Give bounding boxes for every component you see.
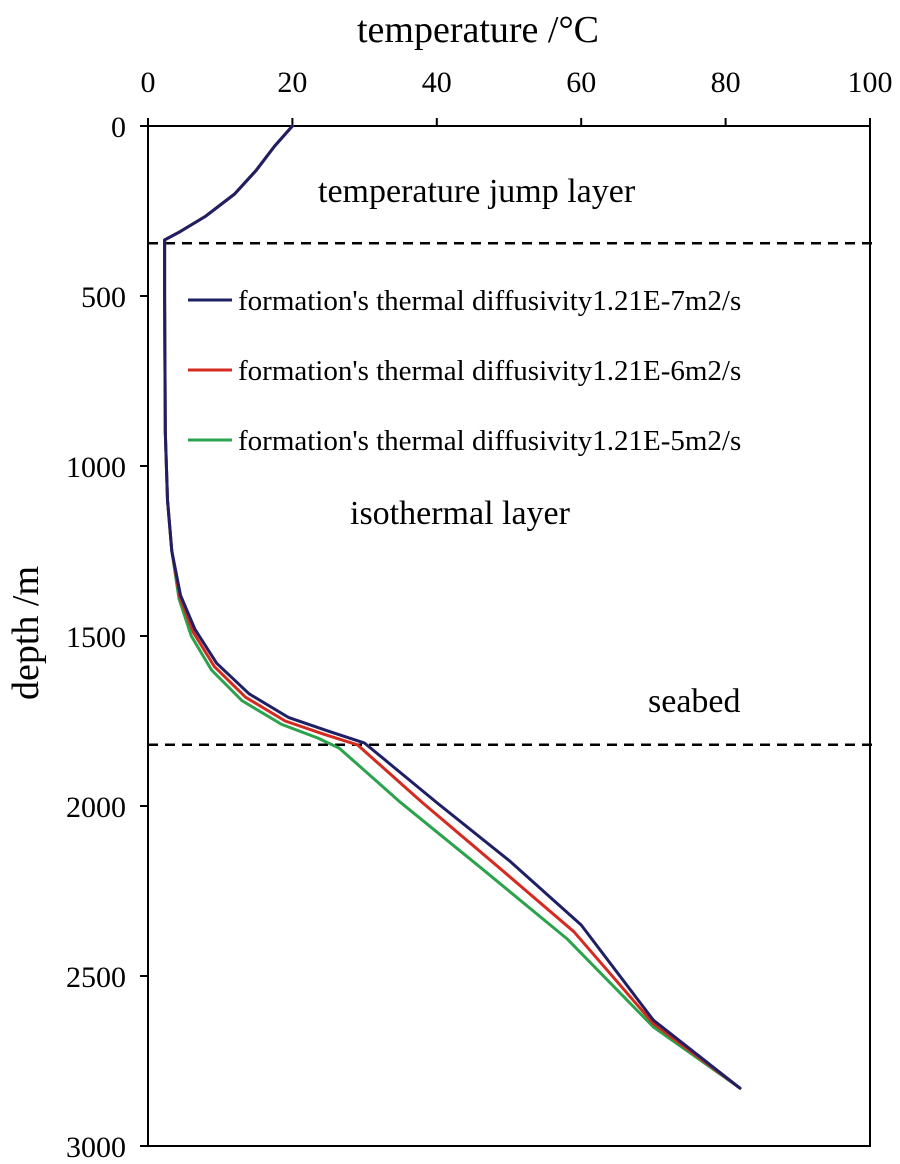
series-line-3 — [163, 124, 742, 1090]
y-tick-label: 500 — [81, 281, 126, 314]
seabed-label: seabed — [648, 683, 741, 720]
legend-label-series-1: formation's thermal diffusivity1.21E-7m2… — [238, 285, 741, 317]
x-axis-ticks: 0 20 40 60 80 100 — [141, 66, 893, 126]
x-tick-label: 20 — [277, 66, 307, 99]
y-tick-label: 1000 — [66, 451, 126, 484]
x-tick-label: 80 — [711, 66, 741, 99]
y-tick-label: 1500 — [66, 621, 126, 654]
plot-frame — [147, 125, 871, 1147]
x-tick-label: 100 — [848, 66, 893, 99]
legend-label-series-2: formation's thermal diffusivity1.21E-6m2… — [238, 355, 741, 387]
y-axis-ticks: 0 500 1000 1500 2000 2500 3000 — [66, 111, 148, 1164]
x-tick-label: 60 — [566, 66, 596, 99]
y-tick-label: 2000 — [66, 791, 126, 824]
legend: formation's thermal diffusivity1.21E-7m2… — [188, 285, 741, 457]
x-tick-label: 0 — [141, 66, 156, 99]
series-lines — [163, 124, 742, 1090]
y-axis-title: depth /m — [5, 566, 47, 700]
x-axis-title: temperature /°C — [357, 9, 599, 51]
y-tick-label: 0 — [111, 111, 126, 144]
reference-lines — [148, 242, 874, 747]
series-line-2 — [163, 124, 742, 1090]
legend-label-series-3: formation's thermal diffusivity1.21E-5m2… — [238, 425, 741, 457]
y-tick-label: 2500 — [66, 961, 126, 994]
y-tick-label: 3000 — [66, 1131, 126, 1164]
series-line-1 — [163, 124, 742, 1090]
isothermal-layer-label: isothermal layer — [350, 495, 571, 532]
temperature-jump-layer-label: temperature jump layer — [318, 173, 636, 210]
x-tick-label: 40 — [422, 66, 452, 99]
